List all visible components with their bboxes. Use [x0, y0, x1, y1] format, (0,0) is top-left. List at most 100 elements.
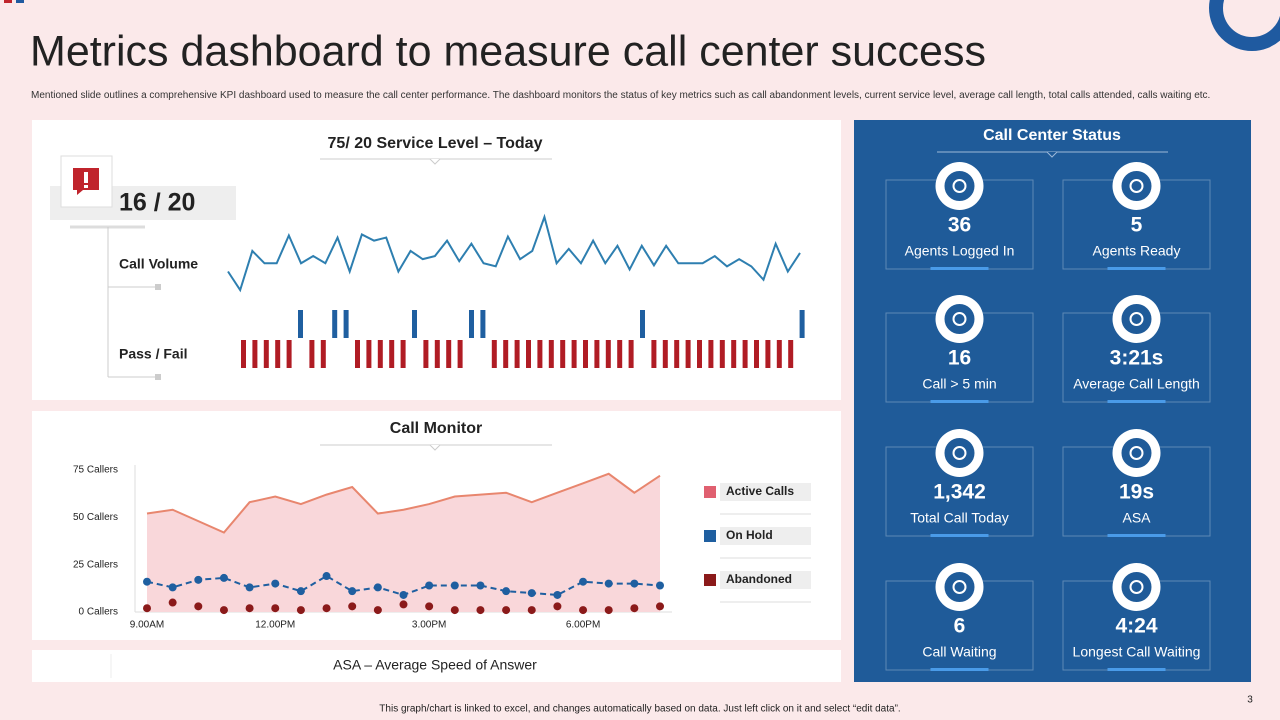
row-label: Call Volume [119, 256, 198, 272]
point [322, 572, 331, 581]
fail-bar [731, 340, 737, 368]
panel-title: 75/ 20 Service Level – Today [328, 135, 543, 152]
tile-label: Total Call Today [910, 510, 1009, 526]
tile-icon-ring [1119, 169, 1154, 203]
tile-icon-glyph [1129, 179, 1144, 193]
fail-bar [320, 340, 326, 368]
fail-bar [514, 340, 520, 368]
tile-icon-ring [942, 169, 977, 203]
fail-bar [605, 340, 611, 368]
tile-icon-glyph [952, 580, 967, 594]
fail-bar [241, 340, 246, 368]
tile-value: 36 [948, 214, 971, 237]
tile-icon-ring [942, 436, 977, 470]
row-label: Pass / Fail [119, 346, 187, 362]
point [143, 604, 151, 613]
sparkline [227, 213, 801, 293]
area-fill [147, 473, 660, 612]
point [604, 606, 613, 615]
point [527, 589, 536, 598]
point [656, 581, 664, 590]
legend-swatch [704, 486, 716, 498]
point [373, 583, 382, 592]
point [296, 587, 305, 596]
legend-label: On Hold [726, 528, 773, 542]
fail-bar [742, 340, 748, 368]
title-notch [1046, 151, 1058, 158]
x-tick-label: 3.00PM [412, 620, 446, 631]
fail-bar [765, 340, 771, 368]
point [579, 577, 588, 586]
point [527, 606, 536, 615]
point [604, 579, 613, 588]
point [450, 581, 459, 590]
fail-bar [252, 340, 258, 368]
y-tick-label: 25 Callers [73, 559, 118, 570]
title-notch [429, 158, 441, 165]
pass-bar [343, 310, 349, 338]
asa-panel [32, 650, 841, 682]
point [630, 579, 639, 588]
tile-accent [1107, 267, 1166, 270]
fail-bar [434, 340, 440, 368]
y-tick-label: 50 Callers [73, 512, 118, 523]
fail-bar [355, 340, 360, 368]
y-tick-label: 75 Callers [73, 465, 118, 476]
point [348, 587, 357, 596]
point [143, 577, 151, 586]
point [245, 604, 254, 613]
title-notch [429, 444, 441, 451]
point [502, 587, 511, 596]
panel-title: Call Monitor [390, 420, 482, 437]
page-title: Metrics dashboard to measure call center… [30, 27, 986, 75]
fail-bar [263, 340, 269, 368]
x-tick-label: 6.00PM [566, 620, 600, 631]
point [553, 602, 562, 611]
area-line [146, 472, 661, 534]
tile-accent [1107, 668, 1166, 671]
tile-icon-glyph [1129, 446, 1144, 460]
fail-bar [776, 340, 782, 368]
fail-bar [491, 340, 497, 368]
tile-label: Longest Call Waiting [1073, 644, 1201, 660]
alert-glyph [84, 185, 88, 188]
footer-note: This graph/chart is linked to excel, and… [379, 704, 900, 715]
point [425, 581, 434, 590]
tree-node [155, 284, 161, 290]
point [322, 604, 331, 613]
pass-bar [412, 310, 417, 338]
y-tick-label: 0 Callers [79, 607, 118, 618]
x-tick-label: 12.00PM [255, 620, 295, 631]
point [168, 583, 177, 592]
tile-icon-glyph [1129, 580, 1144, 594]
point [219, 606, 228, 615]
tile-value: 5 [1131, 214, 1143, 237]
tile-value: 6 [954, 615, 966, 638]
tile-icon-ring [1119, 302, 1154, 336]
fail-bar [377, 340, 383, 368]
tile-accent [930, 400, 989, 403]
fail-bar [594, 340, 600, 368]
fail-bar [366, 340, 372, 368]
pass-bar [640, 310, 645, 338]
tile-label: Agents Logged In [905, 243, 1015, 259]
point [271, 579, 280, 588]
fail-bar [275, 340, 281, 368]
tile-icon-glyph [1129, 312, 1144, 326]
fail-bar [446, 340, 452, 368]
tile-label: Call Waiting [922, 644, 996, 660]
corner-arc [1209, 0, 1280, 51]
status-panel [854, 120, 1251, 682]
fail-bar [503, 340, 509, 368]
fail-bar [697, 340, 702, 368]
fail-bar [457, 340, 463, 368]
fail-bar [571, 340, 577, 368]
point [630, 604, 639, 613]
point [476, 581, 485, 590]
fail-bar [423, 340, 429, 368]
point [656, 602, 664, 611]
point [399, 600, 408, 609]
point [271, 604, 280, 613]
point [168, 598, 177, 607]
point [579, 606, 588, 615]
